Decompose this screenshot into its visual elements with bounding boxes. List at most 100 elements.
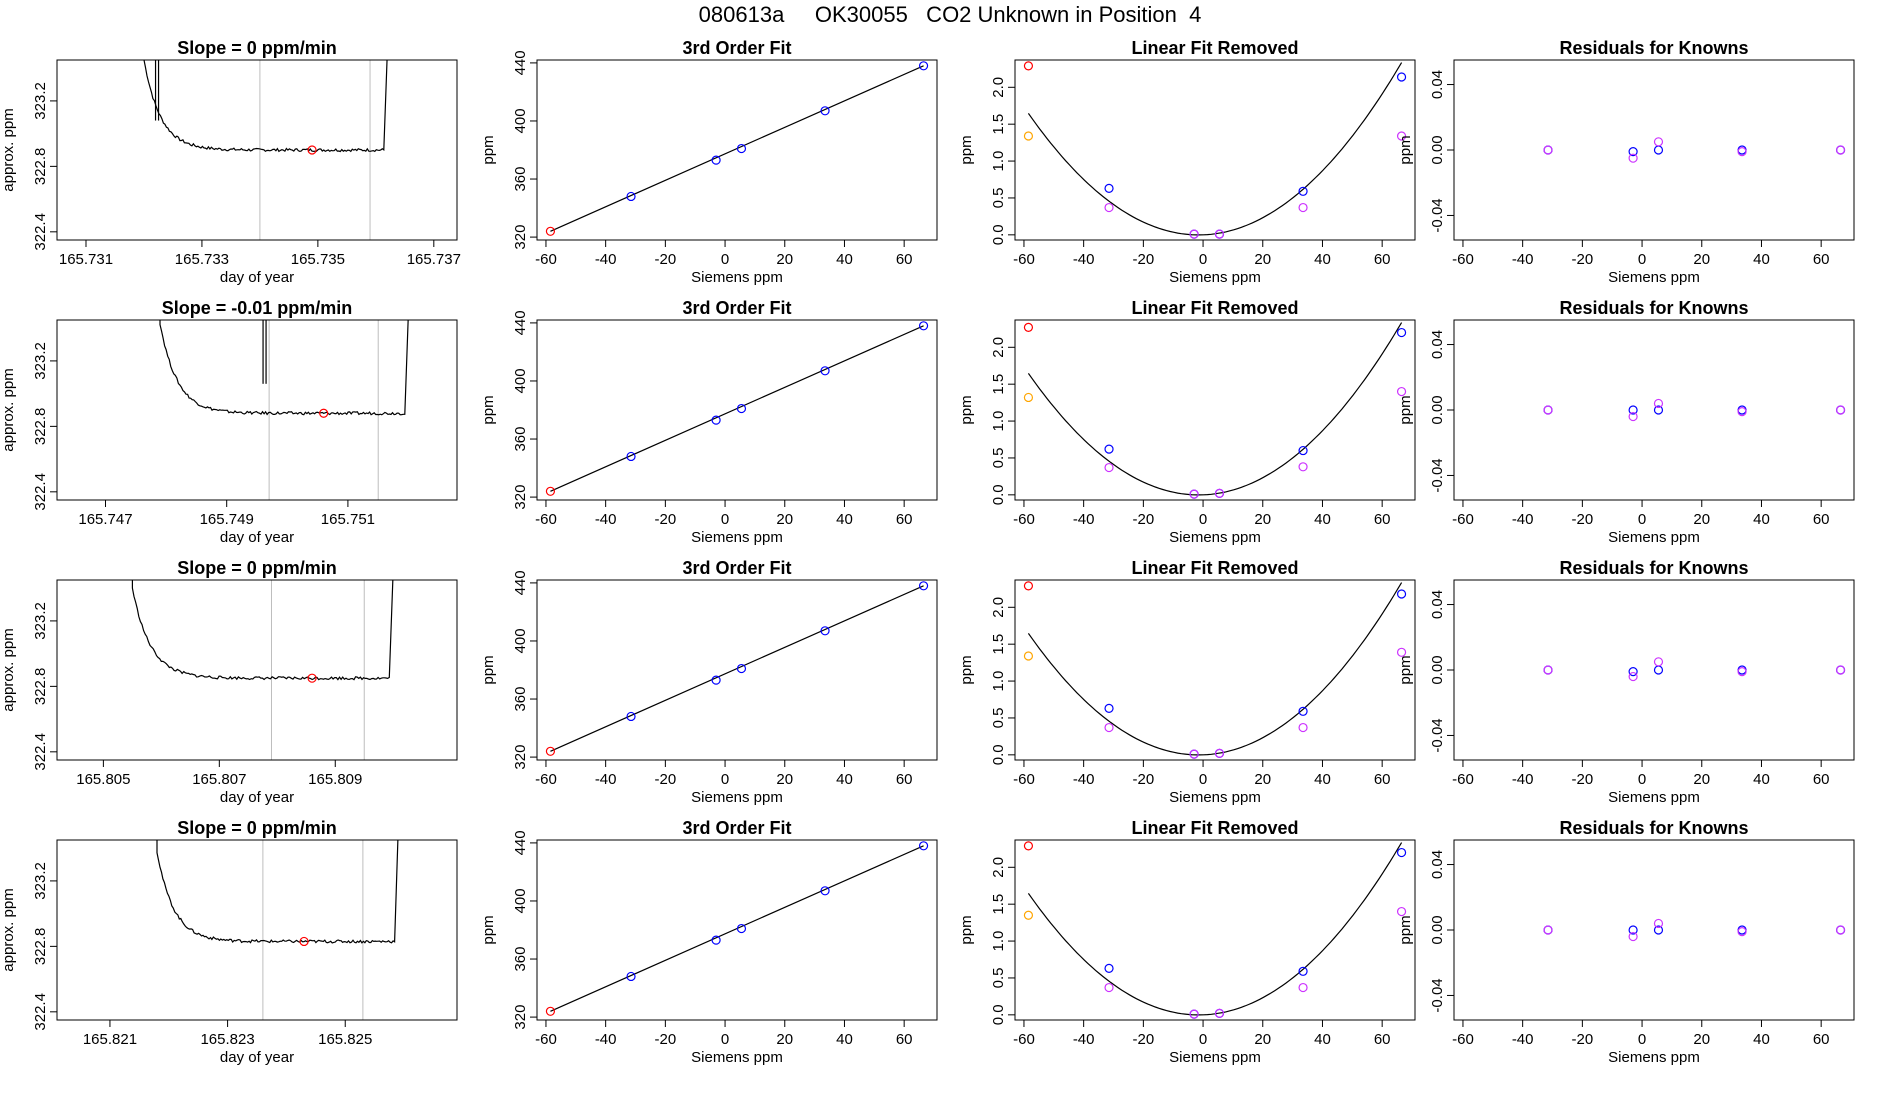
x-tick-label: -60 xyxy=(1452,771,1474,788)
plot-area xyxy=(545,321,929,496)
data-point-blue xyxy=(711,935,721,945)
x-tick-label: 40 xyxy=(1753,1031,1770,1048)
x-tick-label: -20 xyxy=(1133,1031,1155,1048)
data-point-violet xyxy=(1835,925,1846,935)
x-tick-label: 60 xyxy=(896,771,913,788)
plot-frame xyxy=(1014,59,1416,241)
plot-frame xyxy=(1014,579,1416,761)
data-point-red xyxy=(545,486,556,496)
data-point-violet xyxy=(1737,927,1747,937)
data-point-blue xyxy=(711,155,721,165)
y-tick-label: 322.4 xyxy=(32,733,49,771)
y-tick-label: 0.04 xyxy=(1429,850,1446,879)
x-tick-label: 165.821 xyxy=(83,1031,137,1048)
y-tick-label: 1.0 xyxy=(990,931,1007,952)
plot-area xyxy=(1543,918,1846,942)
data-point-blue xyxy=(1298,966,1308,976)
y-tick-label: 400 xyxy=(512,108,529,133)
mean-point-marker xyxy=(307,673,317,683)
data-point-blue xyxy=(1104,703,1114,713)
x-tick-label: -40 xyxy=(1512,511,1534,528)
plot-area xyxy=(131,580,394,760)
plot-frame xyxy=(1453,839,1855,1021)
panel-title: Slope = 0 ppm/min xyxy=(177,558,337,578)
x-tick-label: 0 xyxy=(721,511,729,528)
plot-frame xyxy=(1014,319,1416,501)
y-tick-label: 0.0 xyxy=(990,484,1007,505)
x-tick-label: 40 xyxy=(1753,511,1770,528)
data-point-orange xyxy=(1023,392,1034,403)
y-tick-label: 0.5 xyxy=(990,188,1007,209)
data-point-violet xyxy=(1737,667,1747,677)
x-tick-label: 165.809 xyxy=(308,771,362,788)
x-tick-label: 165.737 xyxy=(407,251,461,268)
panel-title: 3rd Order Fit xyxy=(682,38,791,58)
data-point-violet xyxy=(1653,137,1664,147)
y-tick-label: 400 xyxy=(512,368,529,393)
mean-point-marker xyxy=(299,936,309,947)
y-axis-label: ppm xyxy=(958,135,975,164)
y-tick-label: 0.0 xyxy=(990,744,1007,765)
data-point-blue xyxy=(1653,145,1664,155)
x-tick-label: -60 xyxy=(1013,771,1035,788)
data-point-blue xyxy=(626,971,636,982)
y-tick-label: -0.04 xyxy=(1429,978,1446,1012)
panel-title: Linear Fit Removed xyxy=(1131,38,1298,58)
plot-area xyxy=(1543,137,1846,163)
data-point-blue xyxy=(1104,963,1114,973)
plot-frame xyxy=(536,59,938,241)
x-axis-label: day of year xyxy=(220,1049,294,1066)
y-tick-label: 400 xyxy=(512,888,529,913)
fit-curve xyxy=(1027,582,1403,756)
panel-title: 3rd Order Fit xyxy=(682,558,791,578)
y-tick-label: 0.00 xyxy=(1429,915,1446,944)
panel-title: Linear Fit Removed xyxy=(1131,818,1298,838)
x-tick-label: 0 xyxy=(1199,1031,1207,1048)
data-point-blue xyxy=(1396,589,1407,599)
x-tick-label: -20 xyxy=(1572,1031,1594,1048)
x-tick-label: -60 xyxy=(535,771,557,788)
data-point-violet xyxy=(1737,407,1747,417)
data-point-blue xyxy=(918,581,929,591)
y-tick-label: 0.0 xyxy=(990,224,1007,245)
x-tick-label: 165.807 xyxy=(192,771,246,788)
data-point-blue xyxy=(1396,327,1407,338)
data-point-blue xyxy=(1298,186,1308,196)
y-tick-label: 322.4 xyxy=(32,993,49,1031)
x-tick-label: 165.825 xyxy=(318,1031,372,1048)
x-tick-label: 60 xyxy=(1374,1031,1391,1048)
data-point-blue xyxy=(1653,925,1664,935)
x-tick-label: -40 xyxy=(1512,251,1534,268)
fit-curve xyxy=(1027,842,1403,1016)
plot-area xyxy=(1023,322,1407,499)
y-axis-label: ppm xyxy=(958,915,975,944)
x-tick-label: 20 xyxy=(1254,251,1271,268)
ppm-trace-line xyxy=(131,580,394,681)
y-tick-label: 0.5 xyxy=(990,968,1007,989)
y-tick-label: 320 xyxy=(512,745,529,770)
x-tick-label: -60 xyxy=(535,1031,557,1048)
x-tick-label: -20 xyxy=(1572,511,1594,528)
panel-r0c1: 3rd Order Fit -60 -40 -20 0 20 40 60 320 360 400 44… xyxy=(480,38,938,286)
panel-r3c1: 3rd Order Fit -60 -40 -20 0 20 40 60 320 360 400 44… xyxy=(480,818,938,1066)
x-tick-label: 20 xyxy=(1693,251,1710,268)
y-axis-label: ppm xyxy=(480,135,497,164)
x-tick-label: 20 xyxy=(1693,771,1710,788)
y-axis-label: ppm xyxy=(1397,655,1414,684)
x-tick-label: 0 xyxy=(1638,511,1646,528)
data-point-orange xyxy=(1023,651,1034,661)
x-tick-label: 60 xyxy=(1374,251,1391,268)
x-tick-label: -40 xyxy=(595,251,617,268)
x-tick-label: -60 xyxy=(1013,251,1035,268)
x-tick-label: 20 xyxy=(776,251,793,268)
y-axis-label: ppm xyxy=(480,915,497,944)
x-tick-label: -20 xyxy=(1133,771,1155,788)
panel-title: Slope = 0 ppm/min xyxy=(177,818,337,838)
plot-area xyxy=(545,841,929,1016)
plot-frame xyxy=(1014,839,1416,1021)
data-point-violet xyxy=(1543,925,1553,935)
x-tick-label: 0 xyxy=(721,1031,729,1048)
y-axis-label: ppm xyxy=(1397,135,1414,164)
plot-area xyxy=(1023,61,1407,239)
fit-curve xyxy=(1027,62,1403,236)
